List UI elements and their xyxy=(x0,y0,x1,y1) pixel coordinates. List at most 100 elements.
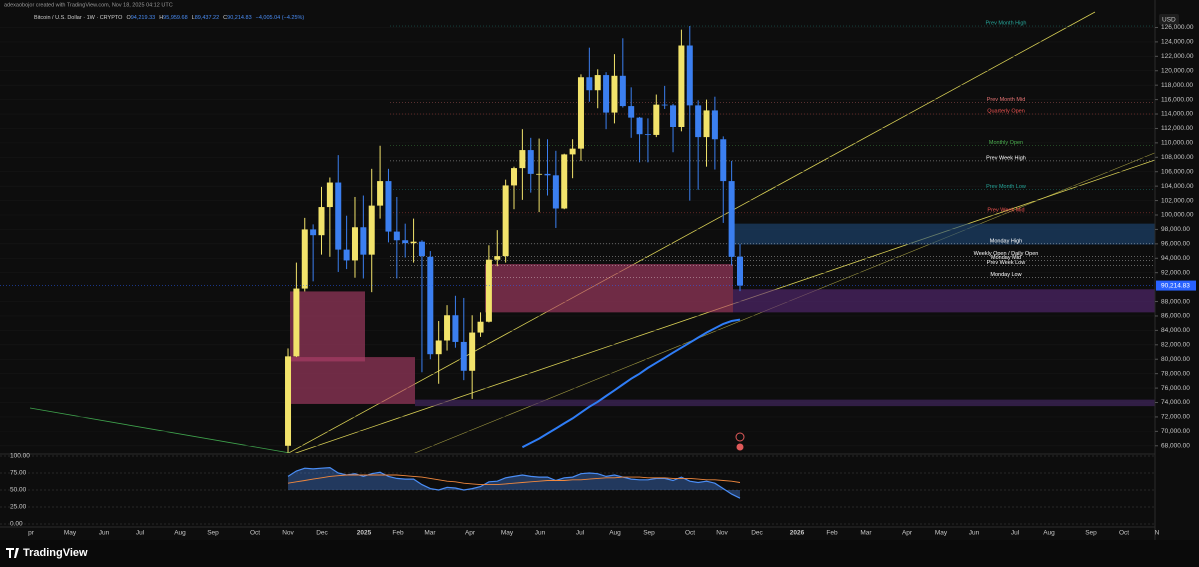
last-price-box xyxy=(1156,280,1196,291)
candle-body xyxy=(527,150,534,174)
x-tick-label: 2026 xyxy=(790,530,805,537)
x-tick-label: Nov xyxy=(282,530,294,537)
candle-body xyxy=(418,241,425,257)
currency: USD xyxy=(1162,17,1176,24)
ohlc-key: L xyxy=(192,15,195,21)
event-icon[interactable] xyxy=(736,443,744,451)
candle-body xyxy=(686,45,693,106)
candle-body xyxy=(561,154,568,209)
candle-body xyxy=(544,173,551,176)
y-tick-label: 98,000.00 xyxy=(1161,226,1190,233)
x-tick-label: Nov xyxy=(716,530,728,537)
y-tick-label: 72,000.00 xyxy=(1161,414,1190,421)
level-label: Monthly Open xyxy=(989,140,1023,146)
x-tick-label: Aug xyxy=(174,530,186,537)
y-tick-label: 124,000.00 xyxy=(1161,39,1194,46)
x-tick-label: May xyxy=(935,530,948,537)
osc-tick-label: 0.00 xyxy=(10,521,23,528)
trendline xyxy=(287,11,1096,453)
candle-body xyxy=(444,315,451,341)
osc-tick-label: 25.00 xyxy=(10,504,27,511)
x-tick-label: Apr xyxy=(902,530,913,537)
y-tick-label: 108,000.00 xyxy=(1161,154,1194,161)
candle-body xyxy=(569,148,576,155)
y-tick-label: 68,000.00 xyxy=(1161,443,1190,450)
zone xyxy=(485,264,733,313)
x-tick-label: May xyxy=(501,530,514,537)
candle-body xyxy=(310,229,317,236)
y-tick-label: 110,000.00 xyxy=(1161,140,1193,147)
currency-box xyxy=(1159,14,1179,25)
x-tick-label: Feb xyxy=(392,530,404,537)
brand: TradingView xyxy=(23,547,88,559)
candle-body xyxy=(335,182,342,250)
axis-labels: 68,000.00 70,000.00 72,000.00 74,000.00 76,0… xyxy=(10,24,1196,537)
level-label: Quarterly Open xyxy=(987,108,1025,114)
y-tick-label: 92,000.00 xyxy=(1161,269,1190,276)
last-price-label: 90,214.83 xyxy=(1161,282,1190,289)
candle-body xyxy=(711,110,718,140)
y-tick-label: 82,000.00 xyxy=(1161,342,1190,349)
candle-body xyxy=(661,104,668,106)
x-tick-label: Sep xyxy=(643,530,655,537)
candle-body xyxy=(494,256,501,260)
osc-tick-label: 50.00 xyxy=(10,487,27,494)
candle-body xyxy=(695,105,702,138)
zone xyxy=(290,357,415,404)
y-tick-label: 70,000.00 xyxy=(1161,428,1190,435)
candle-body xyxy=(586,77,593,91)
y-tick-label: 88,000.00 xyxy=(1161,298,1190,305)
candle-body xyxy=(670,105,677,128)
candle-body xyxy=(402,240,409,244)
candle-body xyxy=(519,150,526,169)
y-tick-label: 76,000.00 xyxy=(1161,385,1190,392)
osc-line xyxy=(287,466,741,499)
y-tick-label: 126,000.00 xyxy=(1161,24,1194,31)
candle-body xyxy=(318,207,325,236)
x-tick-label: Jul xyxy=(136,530,145,537)
candle-body xyxy=(644,134,651,136)
zone xyxy=(733,223,1155,245)
x-tick-label: May xyxy=(64,530,77,537)
zone xyxy=(733,289,1155,313)
level-label: Prev Week High xyxy=(986,155,1026,161)
candle-body xyxy=(728,181,735,257)
y-tick-label: 102,000.00 xyxy=(1161,197,1194,204)
x-tick-label: Mar xyxy=(424,530,436,537)
candle-body xyxy=(720,139,727,182)
ohlc-value: 90,214.83 xyxy=(227,15,251,21)
y-tick-label: 104,000.00 xyxy=(1161,183,1194,190)
candle-body xyxy=(737,256,743,286)
event-icon[interactable] xyxy=(735,432,745,442)
candle-body xyxy=(477,321,484,333)
candle-body xyxy=(385,181,392,232)
watermark: adexaobojor created with TradingView.com… xyxy=(4,2,173,8)
candle-body xyxy=(410,241,417,244)
level-label: Prev Week Mid xyxy=(987,207,1024,213)
y-tick-label: 74,000.00 xyxy=(1161,399,1190,406)
x-tick-label: N xyxy=(1155,530,1160,537)
ohlc-key: O xyxy=(126,15,131,21)
oscillator-pane xyxy=(0,455,1155,525)
candle-body xyxy=(577,77,584,149)
ohlc-value: 94,219.33 xyxy=(131,15,155,21)
y-tick-label: 118,000.00 xyxy=(1161,82,1193,89)
y-tick-label: 78,000.00 xyxy=(1161,370,1190,377)
footer xyxy=(0,540,1199,567)
candle-body xyxy=(603,75,610,113)
candle-body xyxy=(360,227,367,255)
x-tick-label: Apr xyxy=(465,530,476,537)
candle-body xyxy=(393,231,400,241)
candle-body xyxy=(485,259,492,322)
y-tick-label: 96,000.00 xyxy=(1161,241,1190,248)
candle-body xyxy=(536,173,543,175)
osc-tick-label: 100.00 xyxy=(10,453,30,460)
y-tick-label: 100,000.00 xyxy=(1161,212,1194,219)
candle-body xyxy=(285,356,292,446)
x-tick-label: Dec xyxy=(751,530,763,537)
x-tick-label: Dec xyxy=(316,530,328,537)
y-tick-label: 86,000.00 xyxy=(1161,313,1190,320)
candle-body xyxy=(351,227,358,261)
candle-body xyxy=(435,340,442,355)
x-tick-label: Oct xyxy=(685,530,695,537)
